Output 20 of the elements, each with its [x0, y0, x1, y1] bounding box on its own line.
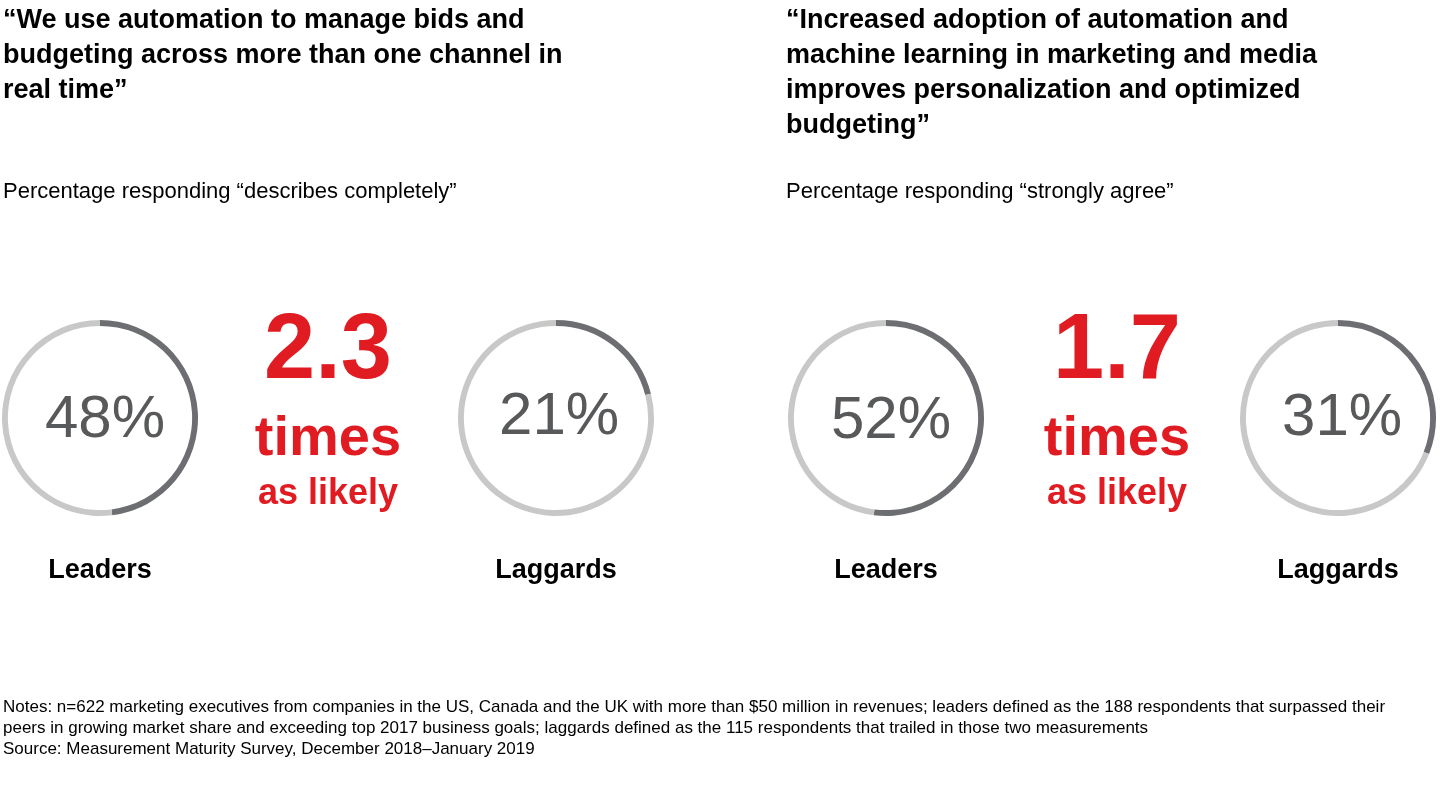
text: “Increased adoption of automation and machine learning in marketing and media improves personalization and optimized budgeting”	[786, 3, 1319, 141]
text: 1.7	[1052, 295, 1182, 397]
data-label: 21%	[499, 379, 620, 447]
text: Percentage responding “describes completely”	[3, 178, 457, 204]
text: 2.3	[263, 295, 393, 397]
text: Leaders	[47, 554, 153, 585]
text: “We use automation to manage bids and budgeting across more than one channel in real time”	[3, 3, 564, 106]
text: as likely	[1045, 471, 1189, 512]
text: times	[1042, 404, 1192, 467]
data-label: 31%	[1282, 380, 1403, 448]
text: times	[253, 404, 403, 467]
source-note: Source: Measurement Maturity Survey, December 2018–January 2019	[3, 738, 536, 759]
data-label: 48%	[44, 383, 166, 451]
text: Leaders	[833, 554, 939, 585]
text: Laggards	[494, 554, 618, 585]
data-label: 52%	[830, 383, 952, 451]
text: Percentage responding “strongly agree”	[786, 178, 1174, 204]
text: Laggards	[1276, 554, 1400, 585]
text: Notes: n=622 marketing executives from companies in the US, Canada and the UK with more than $50 million in revenues; leaders defined as the 188 respondents that surpassed their peers in growing market share and exceeding top 2017 business goals; laggards defined as the 115 respondents that trailed in those two measurements	[3, 696, 1387, 738]
text: as likely	[256, 471, 400, 512]
